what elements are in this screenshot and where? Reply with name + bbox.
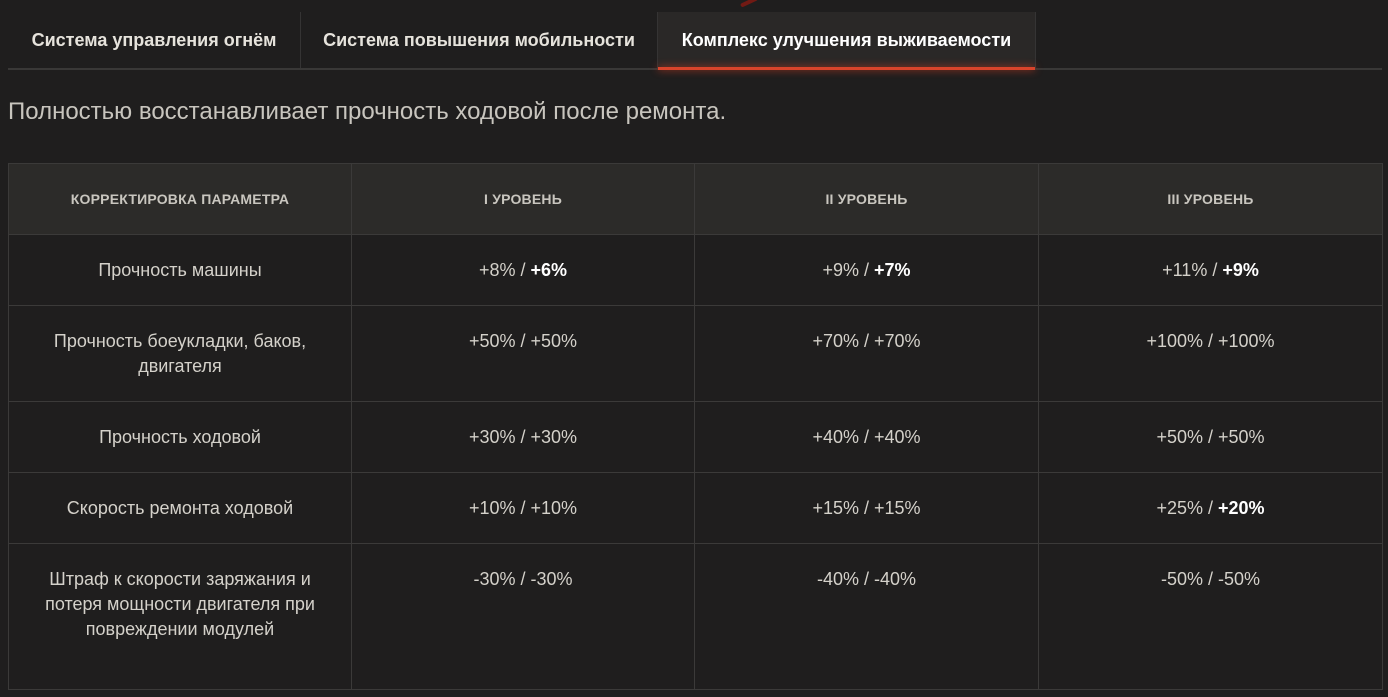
bonus-value: +6% [530,259,568,280]
level-value: +10% / +10% [351,472,695,544]
base-value: +30% / +30% [468,426,578,447]
table-row: Прочность ходовой +30% / +30% +40% / +40… [8,401,1383,473]
parameter-name: Прочность боеукладки, баков, двигателя [8,305,352,402]
level-value: +50% / +50% [351,305,695,402]
level-value: +30% / +30% [351,401,695,473]
column-header-level-2: II УРОВЕНЬ [694,163,1039,235]
tab-fire-control[interactable]: Система управления огнём [8,12,301,68]
bonus-value: +7% [874,259,911,280]
base-value: -40% / -40% [816,569,917,589]
base-value: -50% / -50% [1160,569,1261,589]
column-header-level-3: III УРОВЕНЬ [1038,163,1383,235]
base-value: +100% / +100% [1146,331,1275,351]
table-row: Скорость ремонта ходовой +10% / +10% +15… [8,472,1383,544]
level-value: +9% / +7% [694,234,1039,306]
table-header-row: КОРРЕКТИРОВКА ПАРАМЕТРА I УРОВЕНЬ II УРО… [8,163,1383,235]
parameter-name: Прочность ходовой [8,401,352,473]
level-value: +25% / +20% [1038,472,1383,544]
base-value: +50% / +50% [1156,426,1265,447]
tab-bar: Система управления огнём Система повышен… [8,12,1382,70]
level-value: +100% / +100% [1038,305,1383,402]
level-value: -50% / -50% [1038,543,1383,690]
level-value: +50% / +50% [1038,401,1383,473]
level-value: +70% / +70% [694,305,1039,402]
table-row: Штраф к скорости заряжания и потеря мощн… [8,543,1383,690]
base-value: +9% / [822,259,874,280]
level-value: +11% / +9% [1038,234,1383,306]
table-row: Прочность машины +8% / +6% +9% / +7% +11… [8,234,1383,306]
bonus-value: +9% [1222,259,1259,280]
base-value: +25% / [1156,497,1218,518]
level-value: +15% / +15% [694,472,1039,544]
base-value: +40% / +40% [812,426,921,447]
tab-mobility[interactable]: Система повышения мобильности [301,12,658,68]
column-header-parameter: КОРРЕКТИРОВКА ПАРАМЕТРА [8,163,352,235]
level-value: -30% / -30% [351,543,695,690]
table-row: Прочность боеукладки, баков, двигателя +… [8,305,1383,402]
module-description: Полностью восстанавливает прочность ходо… [8,98,727,125]
base-value: -30% / -30% [473,569,573,589]
bonus-value: +20% [1218,497,1265,518]
base-value: +50% / +50% [468,331,578,351]
base-value: +70% / +70% [812,331,921,351]
level-value: +8% / +6% [351,234,695,306]
tab-survivability[interactable]: Комплекс улучшения выживаемости [658,12,1036,70]
parameter-name: Скорость ремонта ходовой [8,472,352,544]
base-value: +11% / [1162,259,1223,280]
base-value: +15% / +15% [812,497,921,518]
level-value: -40% / -40% [694,543,1039,690]
base-value: +10% / +10% [468,497,578,518]
parameter-name: Штраф к скорости заряжания и потеря мощн… [8,543,352,690]
level-value: +40% / +40% [694,401,1039,473]
parameter-name: Прочность машины [8,234,352,306]
spark-decoration [739,0,759,8]
parameters-table: КОРРЕКТИРОВКА ПАРАМЕТРА I УРОВЕНЬ II УРО… [8,163,1383,690]
column-header-level-1: I УРОВЕНЬ [351,163,695,235]
base-value: +8% / [478,259,531,280]
